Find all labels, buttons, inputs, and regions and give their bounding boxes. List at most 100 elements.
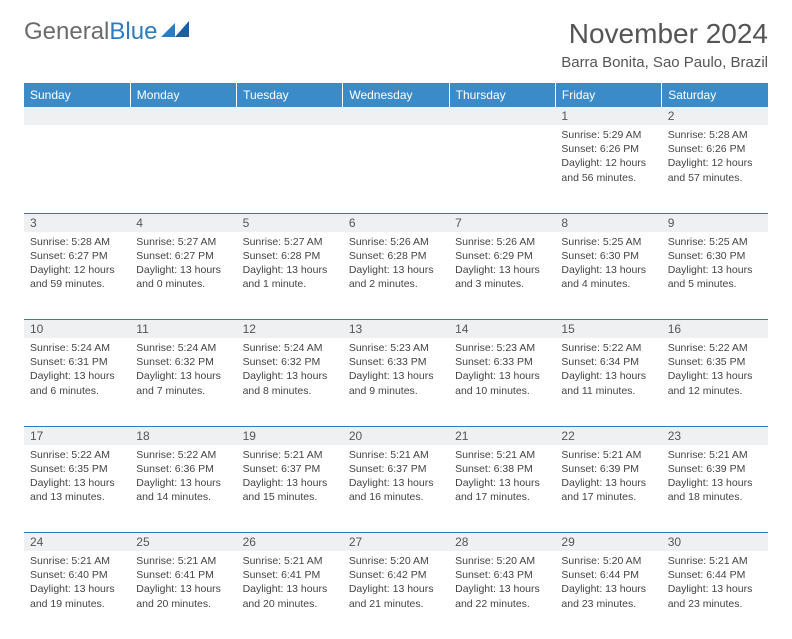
day-text [130,125,236,134]
day-cell-content [130,125,236,213]
day-cell-content: Sunrise: 5:21 AMSunset: 6:39 PMDaylight:… [662,445,768,533]
day-cell-number: 30 [662,533,768,552]
day-cell-content: Sunrise: 5:22 AMSunset: 6:35 PMDaylight:… [24,445,130,533]
day-cell-content: Sunrise: 5:29 AMSunset: 6:26 PMDaylight:… [555,125,661,213]
day-cell-number: 25 [130,533,236,552]
logo-text-1: General [24,18,109,46]
day-cell-content: Sunrise: 5:20 AMSunset: 6:43 PMDaylight:… [449,551,555,639]
day-text: Sunrise: 5:21 AMSunset: 6:41 PMDaylight:… [237,551,343,617]
day-text: Sunrise: 5:20 AMSunset: 6:43 PMDaylight:… [449,551,555,617]
day-text: Sunrise: 5:28 AMSunset: 6:26 PMDaylight:… [662,125,768,191]
content-row: Sunrise: 5:29 AMSunset: 6:26 PMDaylight:… [24,125,768,213]
content-row: Sunrise: 5:28 AMSunset: 6:27 PMDaylight:… [24,232,768,320]
day-cell-content: Sunrise: 5:23 AMSunset: 6:33 PMDaylight:… [449,338,555,426]
day-number: 29 [555,533,661,551]
day-text: Sunrise: 5:23 AMSunset: 6:33 PMDaylight:… [343,338,449,404]
day-number: 11 [130,320,236,338]
day-cell-number: 23 [662,426,768,445]
location: Barra Bonita, Sao Paulo, Brazil [561,54,768,71]
day-number: 20 [343,427,449,445]
day-number: 16 [662,320,768,338]
day-number [130,107,236,111]
day-text: Sunrise: 5:27 AMSunset: 6:27 PMDaylight:… [130,232,236,298]
day-text [343,125,449,134]
content-row: Sunrise: 5:22 AMSunset: 6:35 PMDaylight:… [24,445,768,533]
day-cell-number [343,107,449,125]
day-cell-content: Sunrise: 5:26 AMSunset: 6:28 PMDaylight:… [343,232,449,320]
day-text: Sunrise: 5:21 AMSunset: 6:41 PMDaylight:… [130,551,236,617]
day-number: 12 [237,320,343,338]
day-text: Sunrise: 5:27 AMSunset: 6:28 PMDaylight:… [237,232,343,298]
weekday-header: Thursday [449,83,555,107]
day-number: 18 [130,427,236,445]
day-cell-content: Sunrise: 5:20 AMSunset: 6:42 PMDaylight:… [343,551,449,639]
day-text: Sunrise: 5:20 AMSunset: 6:42 PMDaylight:… [343,551,449,617]
day-number: 17 [24,427,130,445]
day-cell-number: 15 [555,320,661,339]
day-cell-content [449,125,555,213]
day-cell-content: Sunrise: 5:22 AMSunset: 6:35 PMDaylight:… [662,338,768,426]
calendar-table: Sunday Monday Tuesday Wednesday Thursday… [24,83,768,639]
day-number: 21 [449,427,555,445]
day-text: Sunrise: 5:21 AMSunset: 6:39 PMDaylight:… [555,445,661,511]
day-cell-content: Sunrise: 5:21 AMSunset: 6:39 PMDaylight:… [555,445,661,533]
day-number: 30 [662,533,768,551]
day-cell-number: 7 [449,213,555,232]
day-cell-number: 28 [449,533,555,552]
day-cell-content: Sunrise: 5:24 AMSunset: 6:32 PMDaylight:… [130,338,236,426]
day-cell-content: Sunrise: 5:28 AMSunset: 6:26 PMDaylight:… [662,125,768,213]
logo-mark-icon [161,18,189,46]
day-text: Sunrise: 5:21 AMSunset: 6:37 PMDaylight:… [343,445,449,511]
day-number: 2 [662,107,768,125]
day-text: Sunrise: 5:25 AMSunset: 6:30 PMDaylight:… [662,232,768,298]
weekday-header: Tuesday [237,83,343,107]
day-cell-content: Sunrise: 5:25 AMSunset: 6:30 PMDaylight:… [555,232,661,320]
daynum-row: 17181920212223 [24,426,768,445]
day-number: 10 [24,320,130,338]
day-cell-content: Sunrise: 5:21 AMSunset: 6:40 PMDaylight:… [24,551,130,639]
day-cell-content: Sunrise: 5:27 AMSunset: 6:27 PMDaylight:… [130,232,236,320]
day-cell-number [237,107,343,125]
day-cell-content [237,125,343,213]
day-cell-content: Sunrise: 5:27 AMSunset: 6:28 PMDaylight:… [237,232,343,320]
day-cell-number: 1 [555,107,661,125]
day-cell-number: 29 [555,533,661,552]
day-number: 28 [449,533,555,551]
day-number: 1 [555,107,661,125]
day-text: Sunrise: 5:21 AMSunset: 6:44 PMDaylight:… [662,551,768,617]
weekday-header-row: Sunday Monday Tuesday Wednesday Thursday… [24,83,768,107]
day-cell-number: 14 [449,320,555,339]
day-text: Sunrise: 5:21 AMSunset: 6:38 PMDaylight:… [449,445,555,511]
day-text: Sunrise: 5:22 AMSunset: 6:34 PMDaylight:… [555,338,661,404]
day-cell-number: 27 [343,533,449,552]
day-text: Sunrise: 5:23 AMSunset: 6:33 PMDaylight:… [449,338,555,404]
daynum-row: 12 [24,107,768,125]
day-cell-number: 26 [237,533,343,552]
day-number: 8 [555,214,661,232]
day-cell-content: Sunrise: 5:25 AMSunset: 6:30 PMDaylight:… [662,232,768,320]
day-cell-number: 11 [130,320,236,339]
day-cell-number: 2 [662,107,768,125]
day-text [237,125,343,134]
day-cell-number: 8 [555,213,661,232]
day-text [449,125,555,134]
day-cell-number: 3 [24,213,130,232]
day-number: 19 [237,427,343,445]
day-text: Sunrise: 5:29 AMSunset: 6:26 PMDaylight:… [555,125,661,191]
day-cell-number: 10 [24,320,130,339]
day-cell-number: 19 [237,426,343,445]
day-number: 22 [555,427,661,445]
content-row: Sunrise: 5:21 AMSunset: 6:40 PMDaylight:… [24,551,768,639]
day-number: 23 [662,427,768,445]
day-cell-content: Sunrise: 5:24 AMSunset: 6:31 PMDaylight:… [24,338,130,426]
day-cell-content: Sunrise: 5:22 AMSunset: 6:34 PMDaylight:… [555,338,661,426]
weekday-header: Friday [555,83,661,107]
day-text: Sunrise: 5:24 AMSunset: 6:31 PMDaylight:… [24,338,130,404]
day-number: 14 [449,320,555,338]
day-cell-number: 9 [662,213,768,232]
logo: GeneralBlue [24,18,189,46]
day-cell-content: Sunrise: 5:21 AMSunset: 6:37 PMDaylight:… [237,445,343,533]
header: GeneralBlue November 2024 Barra Bonita, … [24,18,768,71]
weekday-header: Monday [130,83,236,107]
day-number [449,107,555,111]
